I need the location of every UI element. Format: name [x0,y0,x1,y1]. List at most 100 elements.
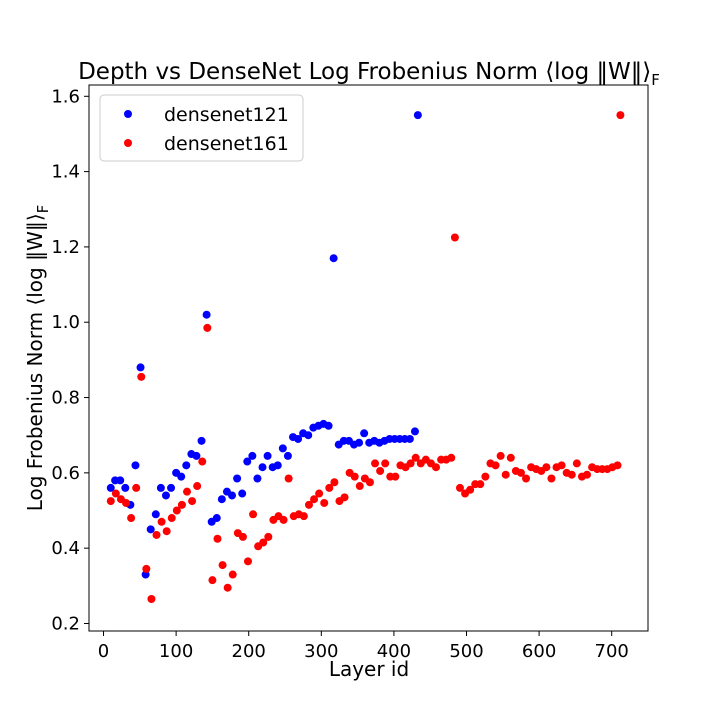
data-point-densenet121 [192,451,201,460]
data-point-densenet121 [258,463,267,472]
legend-box [99,94,304,162]
y-tick-label: 1.0 [51,312,80,333]
data-point-densenet121 [324,421,333,430]
y-tick-label: 1.4 [51,162,80,183]
data-point-densenet121 [177,472,186,481]
data-point-densenet161 [299,512,308,521]
y-axis-label-subscript: F [34,205,52,214]
data-point-densenet161 [198,457,207,466]
data-point-densenet161 [522,474,531,483]
data-point-densenet161 [330,478,339,487]
data-point-densenet121 [106,483,115,492]
data-point-densenet121 [156,483,165,492]
data-point-densenet161 [203,323,212,332]
y-tick-label: 0.4 [51,538,80,559]
data-point-densenet161 [193,482,202,491]
data-point-densenet121 [217,495,226,504]
data-point-densenet161 [476,480,485,489]
x-tick-label: 400 [377,641,411,662]
data-point-densenet161 [542,463,551,472]
data-point-densenet161 [613,461,622,470]
data-point-densenet161 [547,474,556,483]
data-point-densenet161 [583,470,592,479]
data-point-densenet161 [152,530,161,539]
data-point-densenet161 [172,506,181,515]
x-tick-label: 100 [159,641,193,662]
data-point-densenet121 [136,363,145,372]
data-point-densenet121 [167,483,176,492]
data-point-densenet161 [264,532,273,541]
y-tick-label: 0.6 [51,463,80,484]
data-point-densenet161 [376,466,385,475]
data-point-densenet161 [411,453,420,462]
chart-title-text: Depth vs DenseNet Log Frobenius Norm ⟨lo… [78,59,651,85]
data-point-densenet161 [259,538,268,547]
data-point-densenet161 [167,514,176,523]
data-point-densenet121 [304,431,313,440]
y-tick-label: 0.8 [51,388,80,409]
y-axis-label: Log Frobenius Norm ⟨log ‖W‖⟩F [23,205,52,512]
data-point-densenet161 [228,570,237,579]
data-point-densenet121 [329,254,338,263]
data-point-densenet161 [381,459,390,468]
x-tick-label: 700 [595,641,629,662]
data-point-densenet121 [116,476,125,485]
data-point-densenet161 [450,233,459,242]
legend-marker-densenet161 [124,139,132,147]
x-tick-label: 600 [522,641,556,662]
data-point-densenet121 [248,451,257,460]
y-tick-label: 1.6 [51,86,80,107]
data-point-densenet121 [121,483,130,492]
data-point-densenet161 [183,487,192,496]
data-point-densenet161 [406,459,415,468]
y-axis: 0.2 0.4 0.6 0.8 1.0 1.2 1.4 1.6 [51,86,89,634]
data-point-densenet161 [365,478,374,487]
data-point-densenet161 [249,510,258,519]
data-point-densenet121 [263,451,272,460]
data-point-densenet161 [218,561,227,570]
x-axis-label: Layer id [329,657,409,681]
data-point-densenet161 [284,474,293,483]
data-point-densenet161 [557,461,566,470]
data-point-densenet161 [137,372,146,381]
data-point-densenet161 [188,497,197,506]
data-point-densenet161 [481,472,490,481]
y-tick-label: 1.2 [51,237,80,258]
data-point-densenet121 [360,429,369,438]
data-point-densenet161 [320,498,329,507]
data-point-densenet161 [355,482,364,491]
data-point-densenet161 [132,483,141,492]
data-point-densenet161 [147,594,156,603]
data-point-densenet161 [447,453,456,462]
data-point-densenet121 [238,489,247,498]
data-point-densenet121 [294,434,303,443]
data-point-densenet161 [106,497,115,506]
data-point-densenet121 [182,461,191,470]
data-point-densenet161 [162,527,171,536]
data-point-densenet161 [455,483,464,492]
legend-label-densenet161: densenet161 [164,133,289,155]
data-point-densenet121 [212,514,221,523]
data-point-densenet161 [122,498,131,507]
data-point-densenet161 [391,472,400,481]
data-point-densenet161 [238,532,247,541]
data-point-densenet121 [405,434,414,443]
data-point-densenet161 [325,483,334,492]
legend-label-densenet121: densenet121 [164,104,289,126]
data-point-densenet161 [496,451,505,460]
data-point-densenet161 [157,517,166,526]
data-point-densenet161 [111,489,120,498]
data-point-densenet121 [233,474,242,483]
data-point-densenet161 [572,459,581,468]
data-point-densenet161 [310,495,319,504]
data-point-densenet161 [371,459,380,468]
data-point-densenet161 [213,534,222,543]
data-point-densenet121 [131,461,140,470]
data-point-densenet161 [466,485,475,494]
data-point-densenet161 [304,500,313,509]
data-point-densenet161 [279,515,288,524]
data-point-densenet121 [253,474,262,483]
data-point-densenet121 [413,111,422,120]
y-tick-label: 0.2 [51,613,80,634]
